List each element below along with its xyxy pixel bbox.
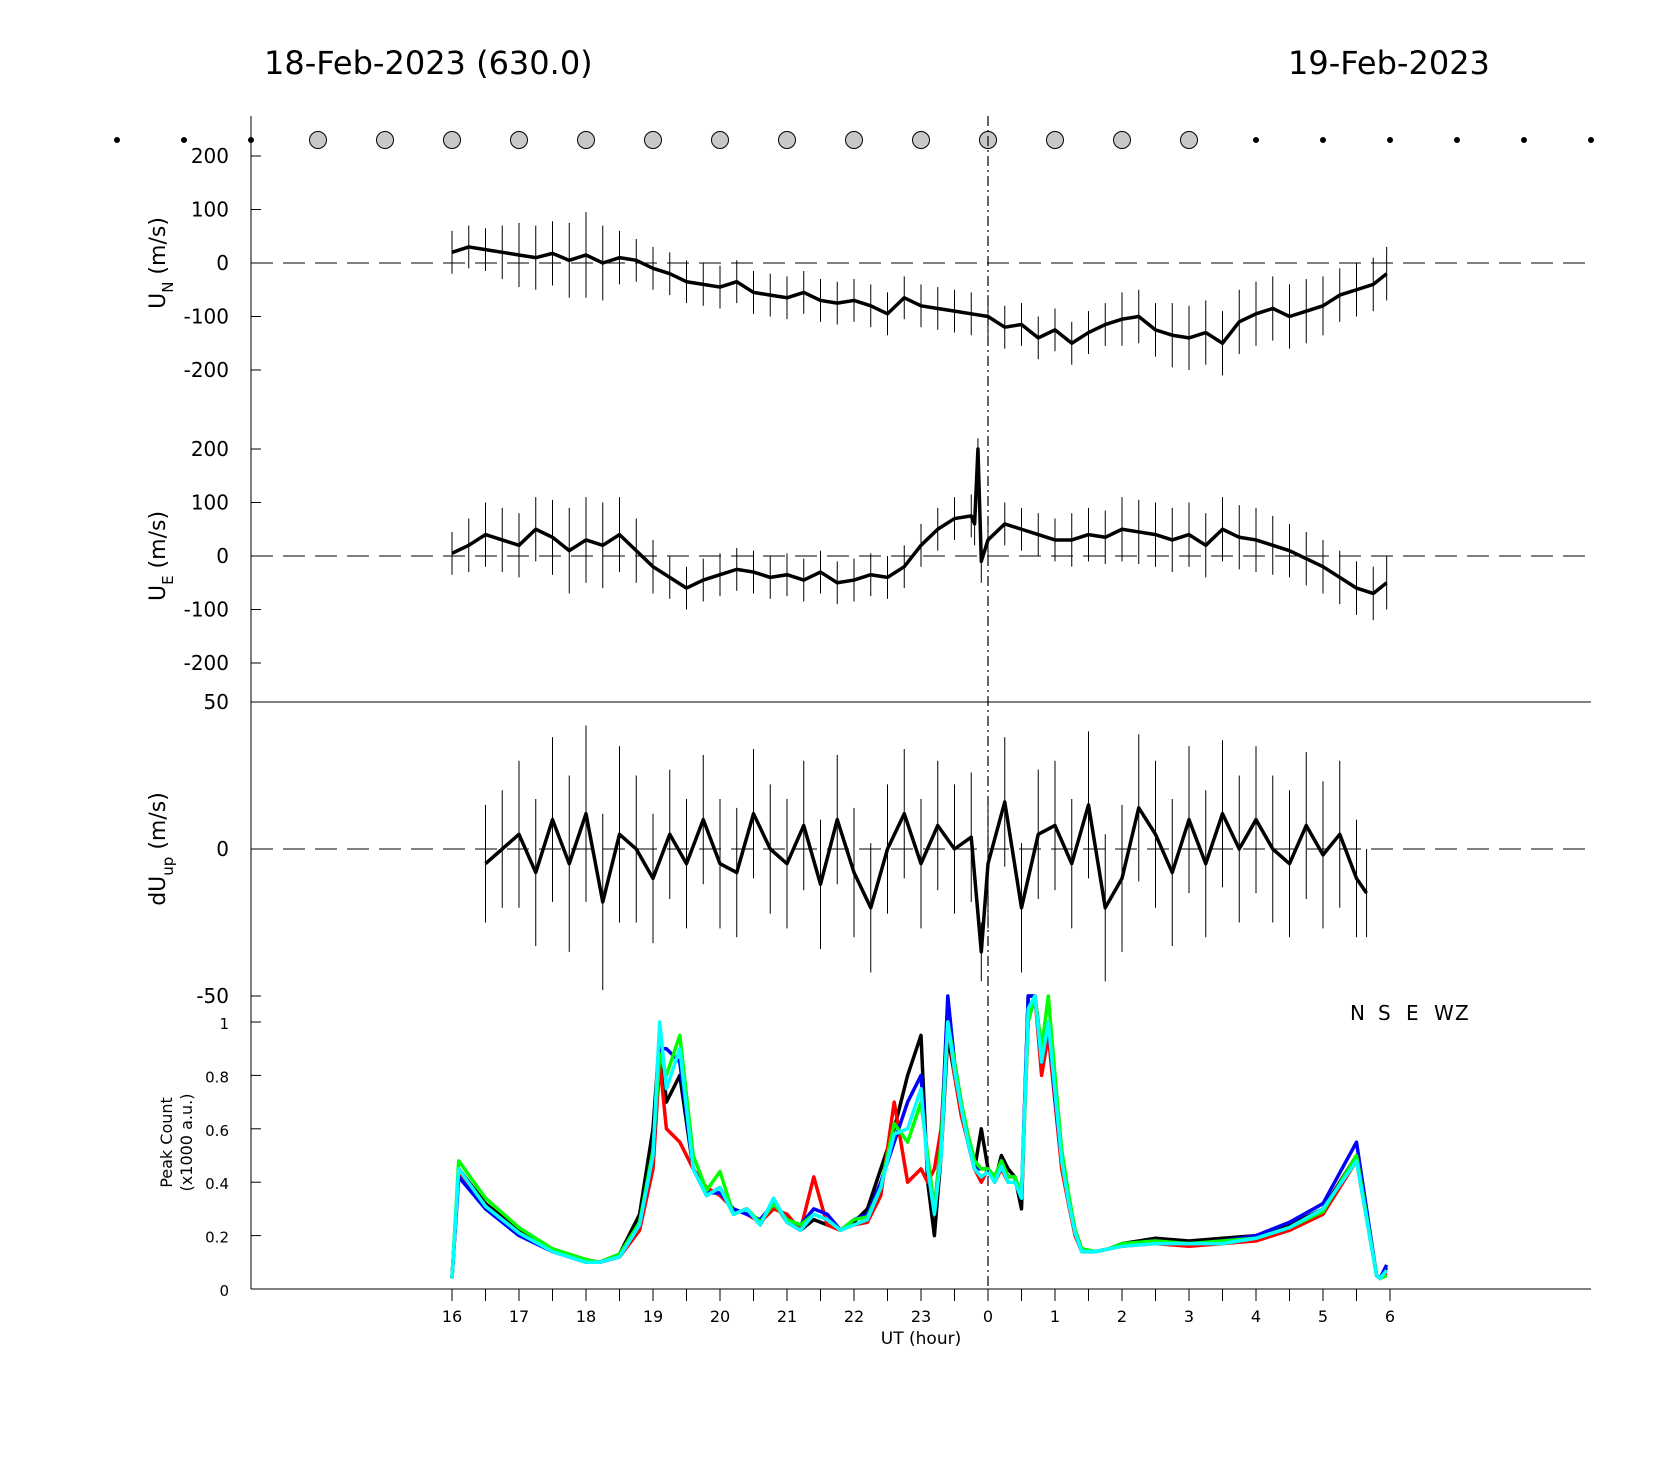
y-tick-label: -200 <box>184 651 229 675</box>
x-tick-label: 19 <box>643 1307 663 1326</box>
moon-marker-large <box>443 131 461 149</box>
y-tick-label: -200 <box>184 358 229 382</box>
moon-marker-large <box>376 131 394 149</box>
moon-marker-large <box>510 131 528 149</box>
x-axis: 16 17 18 19 20 21 22 23 0 1 2 3 4 5 6UT (hour) <box>251 1288 1591 1349</box>
x-axis-label: UT (hour) <box>881 1329 961 1349</box>
panel-un: -200 -100 0 100 200 UN (m/s) <box>146 116 1591 410</box>
x-tick-label: 1 <box>1050 1307 1060 1326</box>
y-tick-label: 50 <box>204 690 229 714</box>
y-axis-label: Peak Count <box>157 1097 176 1188</box>
series-line <box>451 245 1388 345</box>
right-date-title: 19-Feb-2023 <box>1288 44 1490 82</box>
moon-marker-small <box>1454 137 1460 143</box>
left-date-title: 18-Feb-2023 (630.0) <box>264 44 593 82</box>
moon-marker-small <box>1320 137 1326 143</box>
x-tick-label: 20 <box>710 1307 730 1326</box>
x-tick-label: 3 <box>1184 1307 1194 1326</box>
x-tick-label: 2 <box>1117 1307 1127 1326</box>
x-tick-label: 4 <box>1251 1307 1261 1326</box>
legend-entry-N: N <box>1350 1001 1365 1025</box>
x-tick-label: 21 <box>777 1307 797 1326</box>
panel-peak-count: 0 0.2 0.4 0.6 0.8 1 Peak Count (x1000 a.u.) N S E W… <box>157 994 1469 1300</box>
y-tick-label: 1 <box>219 1015 229 1033</box>
moon-marker-large <box>912 131 930 149</box>
y-tick-label: 0 <box>216 837 229 861</box>
x-tick-label: 23 <box>911 1307 931 1326</box>
series-line <box>451 447 1388 596</box>
y-tick-label: 0 <box>216 251 229 275</box>
y-tick-label: 100 <box>191 198 229 222</box>
moon-marker-large <box>1180 131 1198 149</box>
y-tick-label: 100 <box>191 491 229 515</box>
moon-marker-large <box>309 131 327 149</box>
moon-marker-small <box>114 137 120 143</box>
legend-entry-S: S <box>1378 1001 1391 1025</box>
x-tick-label: 22 <box>844 1307 864 1326</box>
y-tick-label: 0.6 <box>205 1122 229 1140</box>
y-tick-label: 0.4 <box>205 1175 229 1193</box>
y-tick-label: 200 <box>191 437 229 461</box>
moon-marker-small <box>1253 137 1259 143</box>
moon-marker-large <box>778 131 796 149</box>
moon-marker-large <box>1113 131 1131 149</box>
x-tick-label: 5 <box>1318 1307 1328 1326</box>
moon-marker-large <box>644 131 662 149</box>
moon-markers <box>114 131 1594 149</box>
moon-marker-large <box>1046 131 1064 149</box>
y-axis-label: UE (m/s) <box>146 511 177 601</box>
y-tick-label: 0.8 <box>205 1068 229 1086</box>
y-tick-label: 0 <box>216 544 229 568</box>
moon-marker-small <box>1387 137 1393 143</box>
moon-marker-large <box>711 131 729 149</box>
y-tick-label: -50 <box>196 984 229 1008</box>
x-tick-label: 6 <box>1385 1307 1395 1326</box>
moon-marker-small <box>1521 137 1527 143</box>
y-tick-label: 200 <box>191 144 229 168</box>
moon-marker-small <box>1588 137 1594 143</box>
moon-marker-small <box>181 137 187 143</box>
panel-dup: -50 0 50 dUup (m/s) <box>146 690 1591 1008</box>
series-line-Z <box>450 994 1388 1281</box>
y-axis-label: dUup (m/s) <box>146 792 177 906</box>
moon-marker-large <box>845 131 863 149</box>
x-tick-label: 18 <box>576 1307 596 1326</box>
y-tick-label: 0 <box>219 1282 229 1300</box>
legend-entry-W: W <box>1434 1001 1454 1025</box>
y-tick-label: -100 <box>184 598 229 622</box>
y-axis-label: UN (m/s) <box>146 217 177 309</box>
y-tick-label: 0.2 <box>205 1229 229 1247</box>
y-tick-label: -100 <box>184 305 229 329</box>
moon-marker-large <box>577 131 595 149</box>
legend-entry-E: E <box>1406 1001 1419 1025</box>
x-tick-label: 17 <box>509 1307 529 1326</box>
legend-entry-Z: Z <box>1455 1001 1469 1025</box>
x-tick-label: 16 <box>442 1307 462 1326</box>
y-axis-label-units: (x1000 a.u.) <box>177 1094 196 1192</box>
panel-ue: -200 -100 0 100 200 UE (m/s) <box>146 410 1591 702</box>
series-line <box>484 800 1368 954</box>
x-tick-label: 0 <box>983 1307 993 1326</box>
